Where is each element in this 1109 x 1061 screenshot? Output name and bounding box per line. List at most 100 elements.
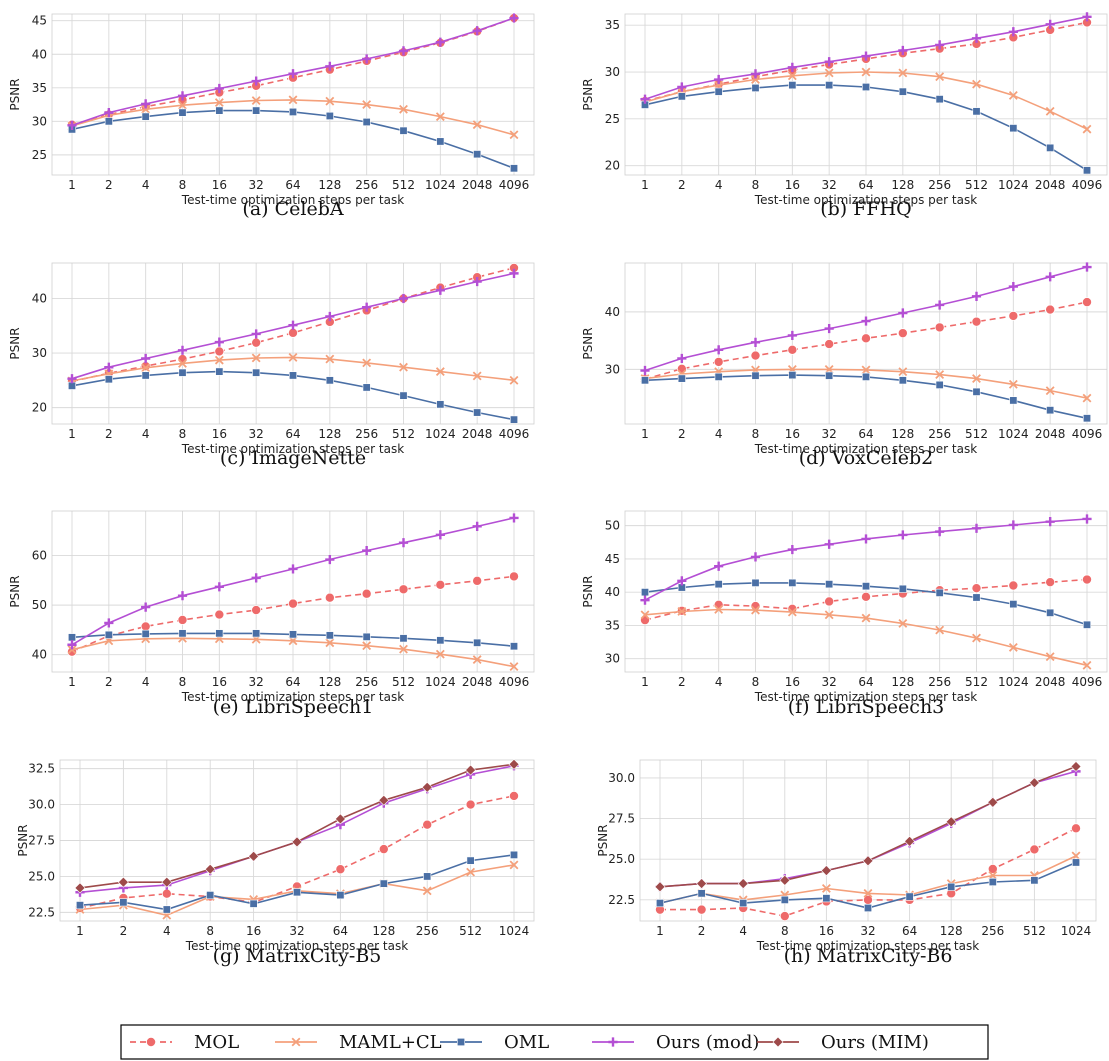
chart-panel-c-imagenette: 1 2 4 8 16 32 64 128 256 512 1024 2048 4096 20 30 40 Tes… <box>8 262 535 469</box>
data-point <box>362 358 372 368</box>
data-point <box>288 630 297 639</box>
data-point <box>1029 844 1040 855</box>
data-point <box>1008 90 1018 100</box>
plot-border <box>51 13 535 176</box>
data-point <box>640 595 650 605</box>
data-point <box>67 640 77 650</box>
data-point <box>291 836 303 848</box>
data-point <box>214 337 224 347</box>
data-point <box>787 344 798 355</box>
data-point <box>750 552 761 562</box>
series-oml <box>68 106 518 173</box>
data-point <box>897 328 908 339</box>
chart-panel-f-librispeech3: 1 2 4 8 16 32 64 128 256 512 1024 2048 4096 30 35 40 45 5… <box>581 510 1108 718</box>
data-point <box>214 98 224 107</box>
chart-panel-b-ffhq: 1 2 4 8 16 32 64 128 256 512 1024 2048 4096 20 25 30 35 T… <box>581 12 1108 220</box>
data-point <box>422 886 432 896</box>
data-point <box>435 649 445 659</box>
data-point <box>473 150 482 159</box>
data-point <box>714 561 724 571</box>
series-maml-cl <box>67 95 519 140</box>
data-point <box>1045 304 1056 315</box>
data-point <box>861 333 872 344</box>
x-tick-label: 2048 <box>462 427 493 441</box>
legend-marker <box>291 1037 301 1047</box>
x-tick-label: 16 <box>246 924 261 938</box>
x-tick-label: 16 <box>819 924 834 938</box>
data-point <box>325 354 335 364</box>
data-point <box>472 575 483 586</box>
x-tick-label: 1024 <box>1061 924 1092 938</box>
data-point <box>714 74 724 85</box>
legend-item-oml: OML <box>440 1032 549 1053</box>
legend-item-ours-mod: Ours (mod) <box>592 1032 759 1053</box>
data-point <box>422 819 433 830</box>
data-point <box>861 83 870 92</box>
data-point <box>1008 642 1018 652</box>
data-point <box>714 580 723 589</box>
x-tick-label: 256 <box>981 924 1004 938</box>
data-point <box>1046 406 1055 415</box>
y-tick-label: 50 <box>32 598 47 612</box>
data-point <box>215 367 224 376</box>
series-ours-mod <box>640 262 1092 376</box>
data-point <box>141 353 151 364</box>
data-point <box>787 71 797 81</box>
y-tick-label: 27.5 <box>28 834 55 848</box>
series-oml <box>76 850 518 914</box>
chart-panel-d-voxceleb2: 1 2 4 8 16 32 64 128 256 512 1024 2048 4096 30 40 Test-… <box>581 262 1108 469</box>
x-tick-label: 8 <box>752 178 760 192</box>
y-tick-label: 40 <box>32 648 47 662</box>
data-point <box>824 596 835 607</box>
data-point <box>1045 272 1055 282</box>
data-point <box>104 108 114 118</box>
data-point <box>473 638 482 647</box>
data-point <box>972 107 981 116</box>
x-tick-label: 2 <box>678 427 686 441</box>
data-point <box>640 610 650 620</box>
data-point <box>935 40 945 50</box>
legend-label: MAML+CL <box>339 1032 442 1053</box>
data-point <box>67 120 77 130</box>
data-point <box>215 106 224 115</box>
x-tick-label: 4096 <box>1072 427 1103 441</box>
y-tick-label: 25.0 <box>608 852 635 866</box>
x-tick-label: 2 <box>105 427 113 441</box>
series-maml-cl <box>640 605 1092 670</box>
data-point <box>751 578 760 587</box>
y-tick-label: 22.5 <box>608 893 635 907</box>
data-point <box>905 892 914 901</box>
data-point <box>824 323 834 334</box>
data-point <box>67 374 77 384</box>
x-tick-label: 2048 <box>1035 178 1066 192</box>
x-tick-label: 1 <box>68 675 76 689</box>
y-tick-label: 35 <box>605 618 620 632</box>
chart-panel-e-librispeech1: 1 2 4 8 16 32 64 128 256 512 1024 2048 4096 40 50 60 Tes… <box>8 510 535 718</box>
data-point <box>140 621 151 632</box>
x-tick-label: 512 <box>1023 924 1046 938</box>
data-point <box>178 629 187 638</box>
legend-label: Ours (MIM) <box>821 1032 929 1053</box>
legend-frame <box>120 1024 989 1060</box>
plot-border <box>624 262 1108 425</box>
data-point <box>177 591 188 601</box>
y-tick-label: 40 <box>32 291 47 305</box>
data-point <box>325 61 335 71</box>
y-tick-label: 35 <box>32 81 47 95</box>
x-tick-label: 16 <box>785 675 800 689</box>
x-tick-label: 128 <box>372 924 395 938</box>
data-point <box>251 76 261 86</box>
data-point <box>509 375 519 385</box>
data-point <box>214 609 225 620</box>
y-tick-label: 30.0 <box>28 798 55 812</box>
data-point <box>677 82 687 92</box>
y-tick-label: 45 <box>32 14 47 28</box>
data-point <box>787 62 797 72</box>
data-point <box>435 285 445 295</box>
data-point <box>68 633 77 642</box>
x-tick-label: 1024 <box>998 427 1029 441</box>
data-point <box>898 68 908 78</box>
x-tick-label: 16 <box>785 178 800 192</box>
chart-panel-h-matrixcity-b6: 1 2 4 8 16 32 64 128 256 512 1024 22.5 25.0 27.5 30.0 T… <box>596 759 1097 967</box>
data-point <box>104 117 113 126</box>
